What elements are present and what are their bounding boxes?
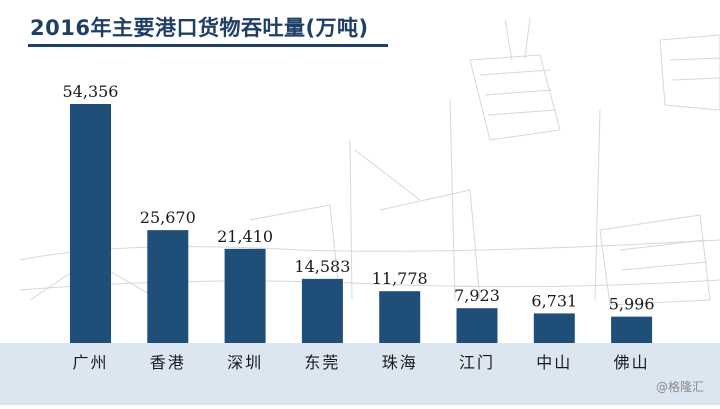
category-label-0: 广州 — [72, 353, 108, 372]
bar-4 — [379, 291, 421, 343]
value-label-2: 21,410 — [217, 227, 273, 246]
bar-0 — [70, 104, 111, 343]
watermark: @格隆汇 — [655, 380, 704, 394]
value-label-5: 7,923 — [454, 286, 500, 305]
harbor-sketch-background — [19, 17, 720, 306]
value-label-7: 5,996 — [609, 295, 655, 314]
bar-2 — [224, 248, 266, 343]
bar-6 — [533, 313, 575, 343]
bar-1 — [147, 230, 189, 343]
category-label-5: 江门 — [459, 353, 495, 372]
category-label-7: 佛山 — [614, 353, 650, 372]
value-label-0: 54,356 — [63, 82, 119, 101]
value-label-6: 6,731 — [531, 291, 577, 310]
value-label-3: 14,583 — [294, 257, 350, 276]
category-label-4: 珠海 — [382, 353, 418, 372]
title-underline — [28, 44, 388, 47]
chart-title: 2016年主要港口货物吞吐量(万吨) — [30, 16, 369, 40]
bar-7 — [611, 316, 653, 343]
bar-3 — [301, 278, 343, 343]
category-label-3: 东莞 — [304, 353, 340, 372]
category-label-1: 香港 — [150, 353, 186, 372]
category-label-6: 中山 — [536, 353, 572, 372]
category-label-2: 深圳 — [227, 353, 263, 372]
value-label-4: 11,778 — [372, 269, 428, 288]
value-label-1: 25,670 — [140, 208, 196, 227]
category-band — [0, 343, 720, 405]
bar-5 — [456, 308, 498, 343]
